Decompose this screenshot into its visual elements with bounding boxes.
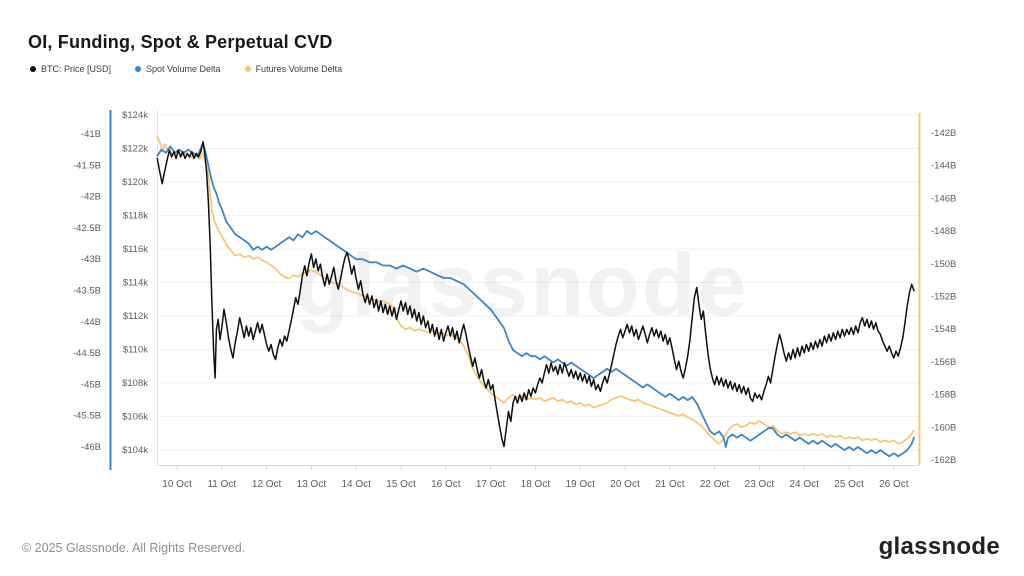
legend-label: Spot Volume Delta: [146, 64, 221, 74]
x-axis-tick-label: 22 Oct: [700, 479, 730, 490]
futures-axis-tick-label: -152B: [931, 292, 956, 303]
spot-axis-tick-label: -43.5B: [73, 286, 101, 297]
x-axis-tick-label: 18 Oct: [521, 479, 551, 490]
price-axis-tick-label: $112k: [123, 311, 148, 322]
x-axis-tick-label: 20 Oct: [610, 479, 640, 490]
x-axis-tick-label: 15 Oct: [386, 479, 416, 490]
price-axis-tick-label: $120k: [122, 177, 148, 188]
price-axis-tick-label: $122k: [122, 144, 148, 155]
legend-label: Futures Volume Delta: [255, 64, 343, 74]
legend-item-btc-price[interactable]: BTC: Price [USD]: [30, 64, 111, 74]
btc-price-legend-dot-icon: [30, 66, 36, 72]
spot-axis-tick-label: -42B: [81, 192, 101, 203]
x-axis-tick-label: 23 Oct: [745, 479, 775, 490]
futures-axis-tick-label: -154B: [931, 324, 956, 335]
spot-axis-tick-label: -45B: [81, 379, 101, 390]
x-axis-tick-label: 13 Oct: [297, 479, 327, 490]
x-axis-tick-label: 11 Oct: [207, 479, 236, 490]
spot-axis-tick-label: -42.5B: [73, 223, 101, 234]
x-axis-tick-label: 24 Oct: [789, 479, 819, 490]
price-axis-tick-label: $118k: [123, 211, 148, 222]
futures-volume-delta-legend-dot-icon: [244, 66, 251, 72]
legend-item-futures-volume-delta[interactable]: Futures Volume Delta: [244, 64, 343, 74]
spot-axis-tick-label: -41.5B: [73, 160, 101, 171]
spot-axis-tick-label: -43B: [81, 254, 101, 265]
spot-axis-tick-label: -46B: [81, 442, 101, 453]
x-axis-tick-label: 12 Oct: [252, 479, 282, 490]
spot-volume-delta-legend-dot-icon: [135, 66, 142, 72]
chart-plot-area[interactable]: [157, 110, 919, 465]
glassnode-watermark: glassnode: [295, 235, 748, 334]
legend-label: BTC: Price [USD]: [41, 64, 112, 74]
x-axis-tick-label: 17 Oct: [476, 479, 506, 490]
futures-axis-tick-label: -148B: [931, 226, 956, 237]
x-axis-tick-label: 21 Oct: [655, 479, 685, 490]
futures-axis-tick-label: -156B: [931, 357, 956, 368]
futures-axis-tick-label: -162B: [931, 455, 956, 466]
x-axis-tick-label: 14 Oct: [341, 479, 371, 490]
series-line-price: [156, 141, 915, 448]
copyright-text: © 2025 Glassnode. All Rights Reserved.: [22, 541, 246, 555]
futures-axis-tick-label: -158B: [931, 390, 956, 401]
futures-axis-tick-label: -150B: [931, 259, 956, 270]
price-axis-tick-label: $116k: [123, 244, 148, 255]
spot-axis-tick-label: -44.5B: [73, 348, 101, 359]
futures-axis-tick-label: -146B: [931, 193, 956, 204]
series-line-spot: [156, 142, 915, 458]
x-axis-tick-label: 26 Oct: [879, 479, 909, 490]
x-axis-tick-label: 10 Oct: [162, 479, 192, 490]
price-axis-tick-label: $110k: [123, 345, 148, 356]
futures-axis-tick-label: -142B: [931, 128, 956, 139]
futures-axis-tick-label: -160B: [931, 422, 956, 433]
glassnode-logo: glassnode: [878, 533, 1000, 560]
price-axis-tick-label: $124k: [122, 110, 148, 121]
x-axis-tick-label: 25 Oct: [834, 479, 864, 490]
futures-axis-tick-label: -144B: [931, 161, 956, 172]
chart-legend: BTC: Price [USD] Spot Volume Delta Futur…: [30, 64, 342, 74]
price-axis-tick-label: $108k: [122, 378, 148, 389]
price-axis-tick-label: $106k: [122, 412, 148, 423]
cvd-chart: glassnode -41B -41.5B -42B -42.5B -43B -43.5B -…: [73, 110, 956, 490]
page-title: OI, Funding, Spot & Perpetual CVD: [28, 32, 333, 53]
price-axis-tick-label: $104k: [122, 445, 148, 456]
spot-axis-tick-label: -41B: [81, 129, 101, 140]
x-axis-tick-label: 16 Oct: [431, 479, 461, 490]
price-axis-tick-label: $114k: [123, 278, 148, 289]
legend-item-spot-volume-delta[interactable]: Spot Volume Delta: [135, 64, 221, 74]
spot-axis-tick-label: -44B: [81, 317, 101, 328]
x-axis-tick-label: 19 Oct: [565, 479, 595, 490]
spot-axis-tick-label: -45.5B: [73, 411, 101, 422]
